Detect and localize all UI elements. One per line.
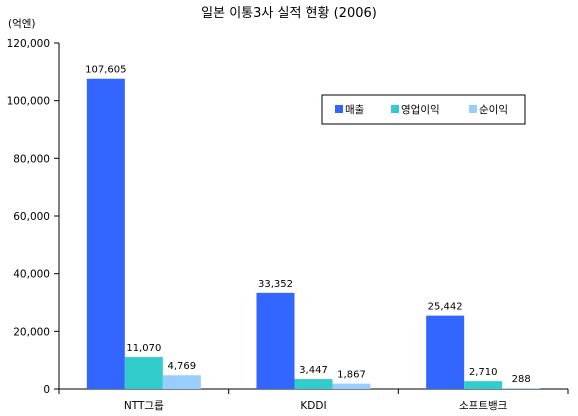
y-tick-label: 0 [43, 384, 50, 396]
data-label: 3,447 [299, 365, 328, 376]
y-tick-label: 20,000 [13, 326, 50, 338]
legend-label: 영업이익 [401, 103, 440, 116]
data-label: 107,605 [85, 65, 126, 76]
y-tick-label: 120,000 [7, 38, 50, 50]
data-label: 2,710 [469, 367, 498, 378]
y-unit-label: (억엔) [8, 18, 36, 30]
x-category-label: KDDI [300, 400, 326, 412]
y-tick-label: 60,000 [13, 211, 50, 223]
data-label: 288 [512, 374, 531, 385]
legend: 매출 영업이익 순이익 [321, 94, 526, 125]
x-category-label: 소프트뱅크 [459, 400, 508, 412]
bar [502, 388, 541, 389]
data-label: 4,769 [168, 361, 197, 372]
bar [332, 383, 371, 389]
bar [86, 78, 125, 389]
data-label: 11,070 [126, 343, 161, 354]
data-label: 1,867 [337, 370, 366, 381]
chart-title: 일본 이통3사 실적 현황 (2006) [201, 6, 377, 21]
y-axis: 0 20,000 40,000 60,000 80,000 100,000 120,000 [7, 38, 60, 396]
bar [464, 381, 503, 389]
bar [256, 292, 295, 389]
y-tick-label: 100,000 [7, 96, 50, 108]
x-axis: NTT그룹 KDDI 소프트뱅크 [58, 388, 569, 412]
legend-label: 순이익 [479, 104, 508, 116]
bar [294, 379, 333, 389]
bars: 107,605 11,070 4,769 33,352 3,447 1,867 25,442… [85, 65, 541, 389]
bar [162, 375, 201, 389]
legend-label: 매출 [345, 104, 365, 116]
y-tick-label: 80,000 [13, 153, 50, 165]
bar [124, 357, 163, 389]
bar [426, 315, 465, 389]
data-label: 25,442 [428, 302, 463, 313]
legend-box [321, 94, 526, 125]
y-tick-label: 40,000 [13, 269, 50, 281]
data-label: 33,352 [258, 279, 293, 290]
x-category-label: NTT그룹 [124, 400, 164, 412]
legend-swatch [469, 105, 477, 113]
legend-swatch [391, 105, 399, 113]
legend-swatch [335, 105, 343, 113]
